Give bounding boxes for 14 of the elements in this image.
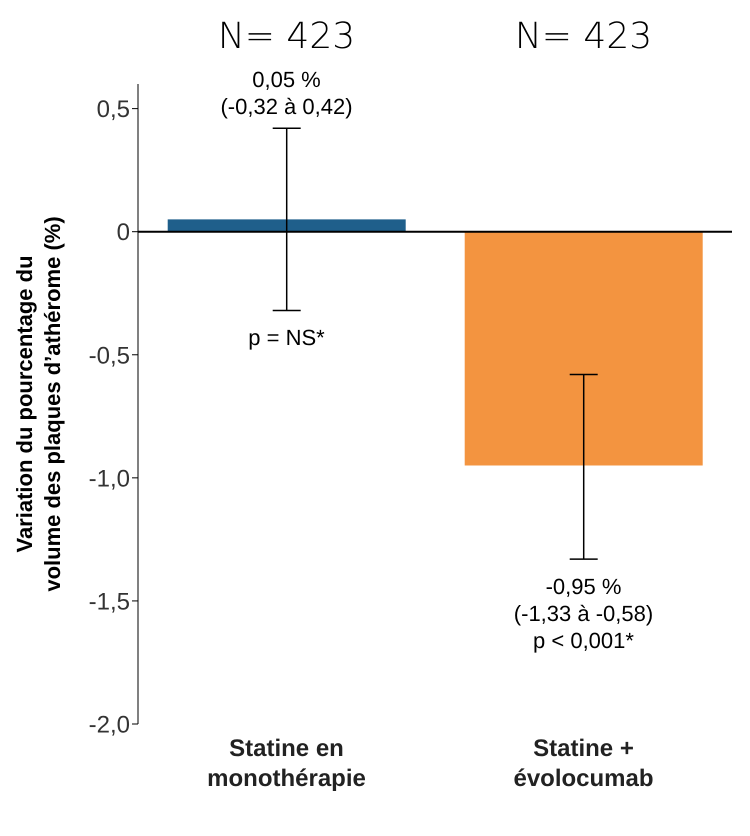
- x-tick-label: Statine en monothérapie: [207, 735, 366, 792]
- annotation: -0,95 % (-1,33 à -0,58) p < 0,001*: [512, 573, 654, 654]
- y-tick-label: -0,5: [88, 342, 130, 370]
- y-tick-label: 0: [116, 219, 130, 246]
- annotation: p = NS*: [247, 324, 326, 352]
- y-tick-label: -2,0: [88, 712, 130, 739]
- text: N= 423: [514, 16, 654, 57]
- y-axis-title: Variation du pourcentage du volume des plaques d’athérome (%): [12, 216, 65, 592]
- text: N= 423: [216, 16, 356, 57]
- y-tick-label: -1,0: [88, 465, 130, 492]
- y-tick-label: 0,5: [96, 96, 130, 124]
- x-tick-label: Statine + évolocumab: [513, 735, 654, 792]
- annotation: 0,05 % (-0,32 à 0,42): [219, 66, 354, 120]
- y-tick-label: -1,5: [88, 588, 130, 616]
